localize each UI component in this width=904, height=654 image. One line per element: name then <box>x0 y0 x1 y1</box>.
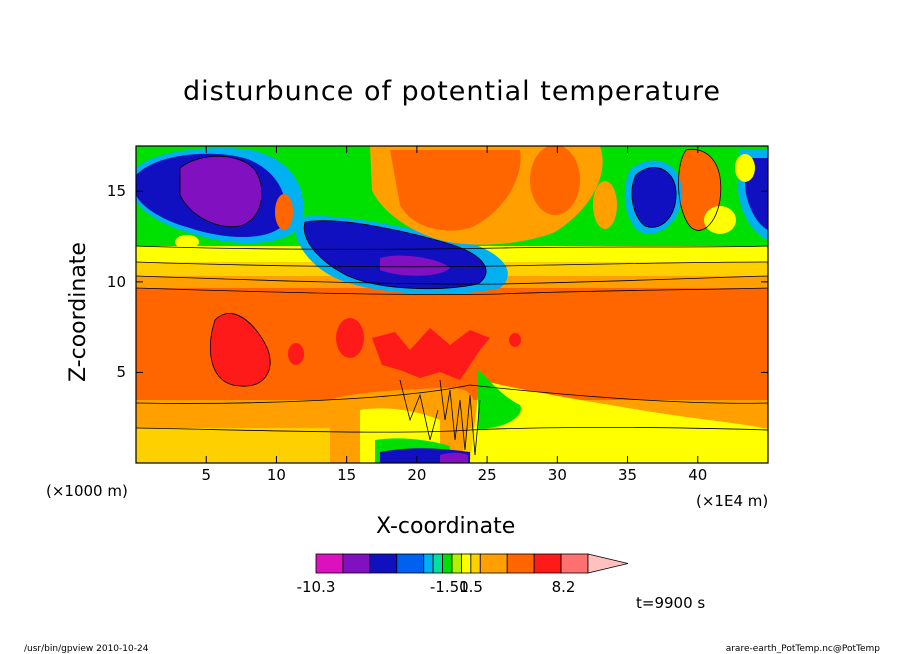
colorbar-swatch-10 <box>479 553 508 574</box>
x-tick-marks <box>205 146 699 463</box>
colorbar-swatch-1 <box>342 553 371 574</box>
field-cell-red-small-2 <box>336 318 364 358</box>
field-cell-purple-left <box>180 156 262 227</box>
field-cell-red-small-3 <box>509 333 521 347</box>
field-cell-yellow-edge <box>735 154 755 182</box>
footer-left-text: /usr/bin/gpview 2010-10-24 <box>24 644 149 654</box>
colorbar-swatch-8 <box>461 553 472 574</box>
contour-field <box>136 146 768 463</box>
field-cell-darkorange-upper-plume <box>390 150 521 231</box>
x-axis-scale-label: (×1E4 m) <box>696 492 769 510</box>
field-cell-purple-bottom <box>440 452 468 463</box>
colorbar-swatch-5 <box>432 553 443 574</box>
colorbar-swatch-11 <box>506 553 535 574</box>
y-axis-label: Z-coordinate <box>66 242 91 382</box>
x-tick-label: 25 <box>477 466 497 484</box>
x-tick-label: 40 <box>688 466 708 484</box>
colorbar-swatch-0 <box>315 553 344 574</box>
colorbar-label-3: 8.2 <box>551 578 576 596</box>
colorbar-swatch-9 <box>470 553 481 574</box>
field-cell-orange-upper-mid <box>593 181 617 229</box>
field-cell-orange-small-left <box>275 194 293 230</box>
field-cell-yellow-right <box>704 206 736 234</box>
colorbar-swatch-7 <box>451 553 462 574</box>
colorbar-swatch-6 <box>442 553 453 574</box>
colorbar-extension-triangle <box>587 553 629 574</box>
contour-lines <box>135 148 769 456</box>
field-cell-red-center <box>372 328 490 380</box>
field-cell-darkorange-upper-right <box>530 146 580 215</box>
y-tick-label: 10 <box>106 272 126 291</box>
colorbar-swatch-12 <box>533 553 562 574</box>
x-axis-unit-label: (×1000 m) <box>46 482 128 500</box>
colorbar-swatch-4 <box>423 553 434 574</box>
colorbar-swatch-13 <box>560 553 589 574</box>
field-cell-darkblue-right <box>631 167 677 228</box>
y-tick-label: 15 <box>106 182 126 201</box>
field-cell-green-lower <box>478 370 521 430</box>
colorbar <box>315 553 629 574</box>
field-cell-red-small-1 <box>288 343 304 365</box>
field-cell-purple-center <box>380 255 450 276</box>
field-cell-yellow-lower <box>470 380 768 463</box>
x-tick-label: 30 <box>547 466 567 484</box>
y-tick-label: 5 <box>116 363 126 382</box>
y-tick-marks <box>136 190 768 373</box>
x-tick-label: 20 <box>407 466 427 484</box>
x-tick-label: 15 <box>337 466 357 484</box>
colorbar-swatch-2 <box>369 553 398 574</box>
colorbar-label-1: -1.50 <box>429 578 469 596</box>
colorbar-label-0: -10.3 <box>296 578 336 596</box>
chart-title: disturbunce of potential temperature <box>183 76 721 107</box>
footer-right-text: arare-earth_PotTemp.nc@PotTemp <box>725 644 880 654</box>
x-tick-label: 35 <box>618 466 638 484</box>
time-label: t=9900 s <box>636 594 706 612</box>
x-tick-label: 10 <box>266 466 286 484</box>
x-axis-label: X-coordinate <box>376 514 516 539</box>
colorbar-label-2: 1.5 <box>459 578 483 596</box>
field-cell-red-left <box>210 313 271 387</box>
plot-frame <box>135 145 769 464</box>
x-tick-label: 5 <box>201 466 211 484</box>
colorbar-swatch-3 <box>396 553 425 574</box>
field-cell-yellow-small-left <box>175 235 199 249</box>
